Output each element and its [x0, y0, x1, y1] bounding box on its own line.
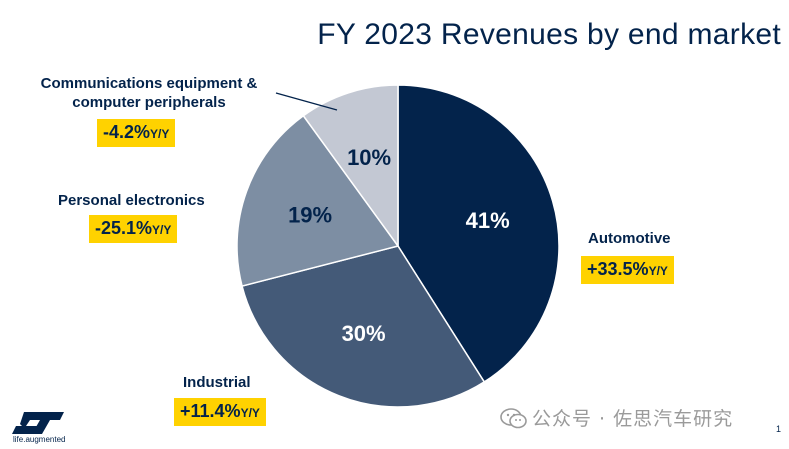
page-number: 1: [775, 424, 781, 434]
comms-growth-badge: -4.2%Y/Y: [97, 119, 176, 147]
pie-slice-label-communications: 10%: [347, 145, 391, 170]
comms-label-line1: Communications equipment &: [40, 75, 258, 92]
comms-leader-line: [275, 92, 338, 111]
pie-slice-label-automotive: 41%: [466, 208, 510, 233]
logo-tagline: life.augmented: [13, 435, 66, 444]
industrial-growth-unit: Y/Y: [240, 406, 260, 420]
automotive-growth-unit: Y/Y: [648, 264, 668, 278]
watermark-text: 公众号 · 佐思汽车研究: [532, 408, 734, 430]
industrial-label: Industrial: [183, 374, 251, 391]
pie-slice-personal: [236, 114, 400, 287]
pie-slice-automotive: [397, 84, 560, 383]
automotive-growth-badge: +33.5%Y/Y: [581, 256, 674, 284]
chart-title: FY 2023 Revenues by end market: [317, 18, 781, 51]
comms-label-line2: computer peripherals: [72, 94, 226, 111]
automotive-growth-value: +33.5%: [587, 259, 649, 279]
personal-growth-value: -25.1%: [95, 218, 153, 238]
personal-growth-badge: -25.1%Y/Y: [89, 215, 178, 243]
comms-growth-value: -4.2%: [103, 122, 151, 142]
personal-label: Personal electronics: [58, 192, 205, 209]
comms-label: Communications equipment & computer peri…: [24, 74, 274, 112]
pie-slice-label-personal: 19%: [288, 202, 332, 227]
personal-growth-unit: Y/Y: [152, 223, 172, 237]
wechat-icon: [500, 408, 527, 429]
automotive-label: Automotive: [588, 230, 671, 247]
pie-slice-label-industrial: 30%: [342, 321, 386, 346]
pie-slice-industrial: [241, 245, 486, 408]
st-logo-icon: [12, 412, 64, 434]
pie-slice-communications: [302, 84, 399, 249]
industrial-growth-badge: +11.4%Y/Y: [174, 398, 266, 426]
industrial-growth-value: +11.4%: [180, 401, 241, 421]
comms-growth-unit: Y/Y: [150, 127, 170, 141]
